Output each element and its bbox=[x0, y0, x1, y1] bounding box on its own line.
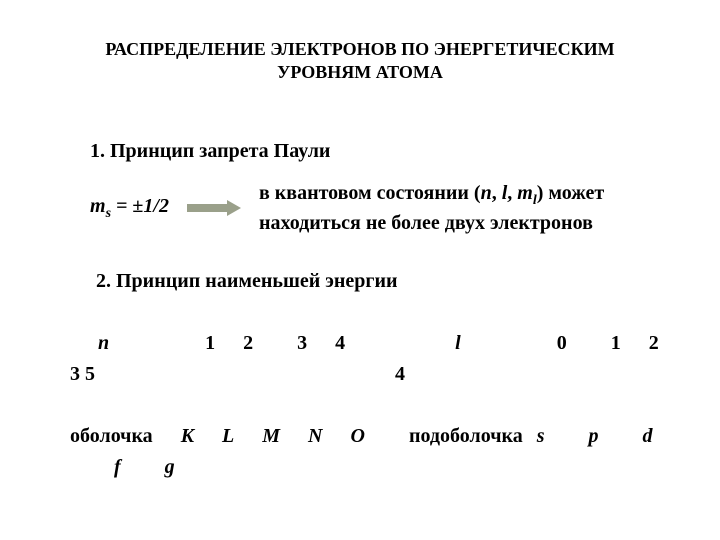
l-label: l bbox=[455, 332, 461, 354]
l-val-1: 1 bbox=[611, 332, 621, 354]
shell-N: N bbox=[308, 425, 322, 447]
quantum-numbers-text: n 1 2 3 4 l 0 1 2 3 5 4 оболочка K L M N Oподоболочка s p… bbox=[70, 328, 690, 483]
arrow-right-icon bbox=[187, 200, 241, 216]
subshell-f: f bbox=[114, 456, 121, 478]
n-label: n bbox=[98, 332, 109, 354]
l-val-3: 3 bbox=[70, 363, 80, 385]
ms-expression: ms = ±1/2 bbox=[90, 195, 169, 222]
stmt-pre: в квантовом состоянии ( bbox=[259, 182, 481, 204]
l-val-4: 4 bbox=[395, 363, 405, 385]
n-val-3: 3 bbox=[297, 332, 307, 354]
subshell-p: p bbox=[589, 425, 599, 447]
shell-label: оболочка bbox=[70, 425, 153, 447]
ms-var: m bbox=[90, 195, 106, 217]
page-title: РАСПРЕДЕЛЕНИЕ ЭЛЕКТРОНОВ ПО ЭНЕРГЕТИЧЕСК… bbox=[0, 38, 720, 83]
subshell-d: d bbox=[643, 425, 653, 447]
n-val-2: 2 bbox=[243, 332, 253, 354]
n-val-5: 5 bbox=[85, 363, 95, 385]
n-val-1: 1 bbox=[205, 332, 215, 354]
shell-K: K bbox=[181, 425, 194, 447]
pauli-row: ms = ±1/2 в квантовом состоянии (n, l, m… bbox=[90, 180, 699, 236]
shell-L: L bbox=[222, 425, 234, 447]
stmt-ml-m: m bbox=[517, 182, 533, 204]
stmt-sep1: , bbox=[492, 182, 502, 204]
l-val-0: 0 bbox=[557, 332, 567, 354]
l-val-2: 2 bbox=[649, 332, 659, 354]
stmt-sep2: , bbox=[507, 182, 517, 204]
section-1-heading: 1. Принцип запрета Паули bbox=[90, 140, 330, 163]
subshell-s: s bbox=[537, 425, 545, 447]
n-val-4: 4 bbox=[335, 332, 345, 354]
ms-eq: = ±1/2 bbox=[111, 195, 169, 217]
title-line-2: УРОВНЯМ АТОМА bbox=[277, 62, 443, 82]
pauli-statement: в квантовом состоянии (n, l, ml) может н… bbox=[259, 180, 699, 236]
stmt-n: n bbox=[481, 182, 492, 204]
subshell-g: g bbox=[165, 456, 175, 478]
section-2-heading: 2. Принцип наименьшей энергии bbox=[96, 270, 398, 293]
subshell-label: подоболочка bbox=[409, 425, 523, 447]
shell-M: M bbox=[262, 425, 280, 447]
title-line-1: РАСПРЕДЕЛЕНИЕ ЭЛЕКТРОНОВ ПО ЭНЕРГЕТИЧЕСК… bbox=[105, 39, 614, 59]
shell-O: O bbox=[351, 425, 365, 447]
